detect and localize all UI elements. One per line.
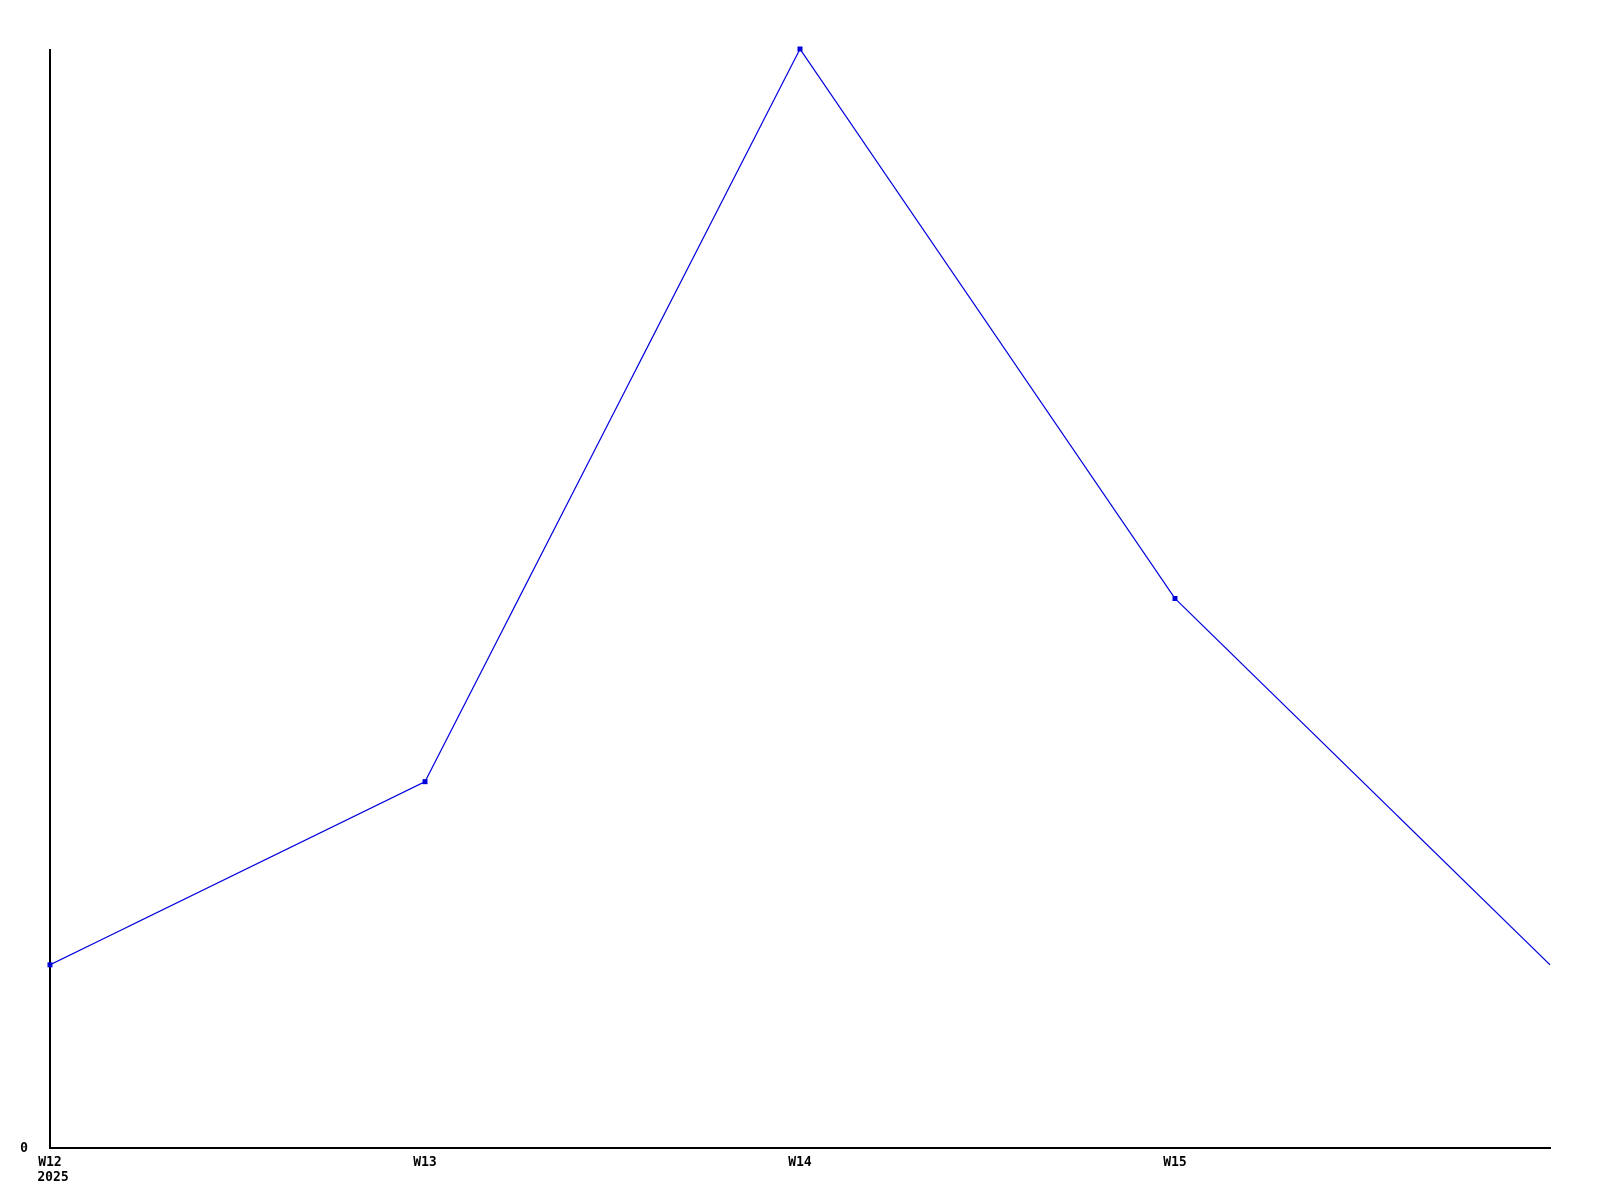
x-tick-label: W15 (1163, 1155, 1186, 1170)
data-point-marker (797, 46, 803, 52)
x-tick-label: W14 (788, 1155, 812, 1170)
data-point-marker (422, 779, 428, 785)
x-tick-label: W12 (38, 1155, 61, 1170)
x-tick-label: W13 (413, 1155, 436, 1170)
y-tick-label: 0 (20, 1141, 28, 1156)
x-tick-year-label: 2025 (37, 1170, 68, 1185)
data-point-marker (1172, 596, 1178, 601)
data-point-marker (47, 962, 53, 968)
data-line (49, 48, 1551, 966)
